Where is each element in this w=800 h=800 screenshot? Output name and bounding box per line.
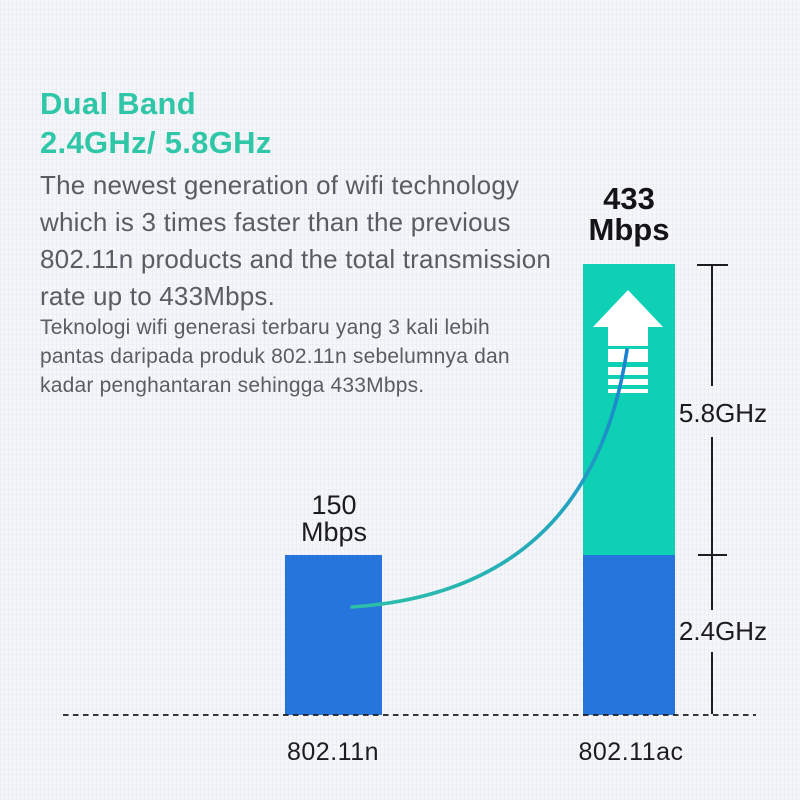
arrow-stripe <box>608 379 648 385</box>
bar-segment-2-4ghz <box>583 555 675 715</box>
description-malay: Teknologi wifi generasi terbaru yang 3 k… <box>40 316 510 397</box>
bar-802-11ac <box>583 264 675 715</box>
up-arrow-icon <box>583 290 675 420</box>
arrow-stripe <box>608 349 648 362</box>
headline-dual-band: Dual Band <box>40 86 196 121</box>
value-label-433mbps: 433 Mbps <box>588 181 670 247</box>
category-label-802-11ac: 802.11ac <box>578 738 684 766</box>
band-label-2-4ghz: 2.4GHz <box>678 616 768 646</box>
category-label-802-11n: 802.11n <box>286 738 379 766</box>
arrow-head <box>593 290 663 327</box>
arrow-stripe <box>608 389 648 393</box>
bar-802-11n <box>285 555 382 715</box>
headline-frequencies: 2.4GHz/ 5.8GHz <box>40 125 272 160</box>
description-english: The newest generation of wifi technology… <box>40 170 552 311</box>
page-title: Dual Band 2.4GHz/ 5.8GHz <box>40 84 272 162</box>
value-label-150mbps: 150 Mbps <box>300 490 368 547</box>
arrow-stripe <box>608 367 648 375</box>
band-label-5-8ghz: 5.8GHz <box>678 398 768 428</box>
arrow-stripe <box>608 327 648 346</box>
